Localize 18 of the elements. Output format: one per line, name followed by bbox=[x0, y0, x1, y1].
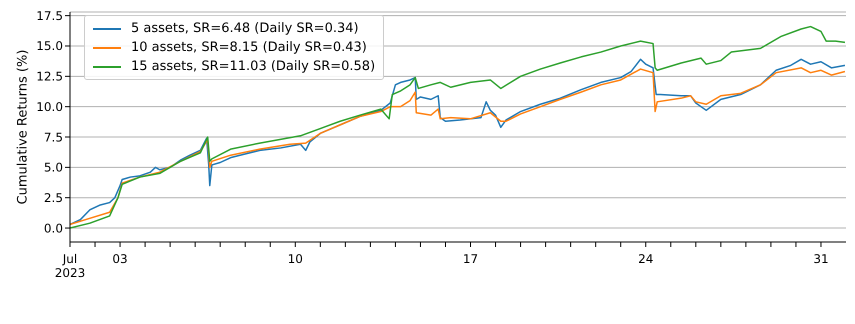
x-tick-label: 03 bbox=[112, 252, 128, 266]
y-tick-label: 0.0 bbox=[44, 221, 63, 236]
legend-label: 10 assets, SR=8.15 (Daily SR=0.43) bbox=[131, 40, 367, 55]
legend-label: 5 assets, SR=6.48 (Daily SR=0.34) bbox=[131, 21, 359, 36]
y-tick-label: 7.5 bbox=[44, 130, 63, 144]
x-tick-label: Jul 2023 bbox=[54, 252, 86, 280]
x-tick-label: 10 bbox=[288, 252, 303, 266]
y-tick-label: 10.0 bbox=[36, 100, 63, 114]
legend-label: 15 assets, SR=11.03 (Daily SR=0.58) bbox=[131, 59, 376, 74]
y-tick-label: 2.5 bbox=[44, 190, 63, 205]
y-tick-label: 12.5 bbox=[36, 70, 63, 84]
y-tick-label: 15.0 bbox=[36, 39, 63, 54]
x-tick-label: 31 bbox=[813, 252, 829, 266]
y-tick-label: 5.0 bbox=[44, 160, 63, 175]
x-tick-label: 24 bbox=[638, 252, 654, 266]
y-axis-title: Cumulative Returns (%) bbox=[16, 50, 31, 204]
x-tick-label: 17 bbox=[462, 252, 478, 266]
y-tick-label: 17.5 bbox=[36, 8, 63, 23]
